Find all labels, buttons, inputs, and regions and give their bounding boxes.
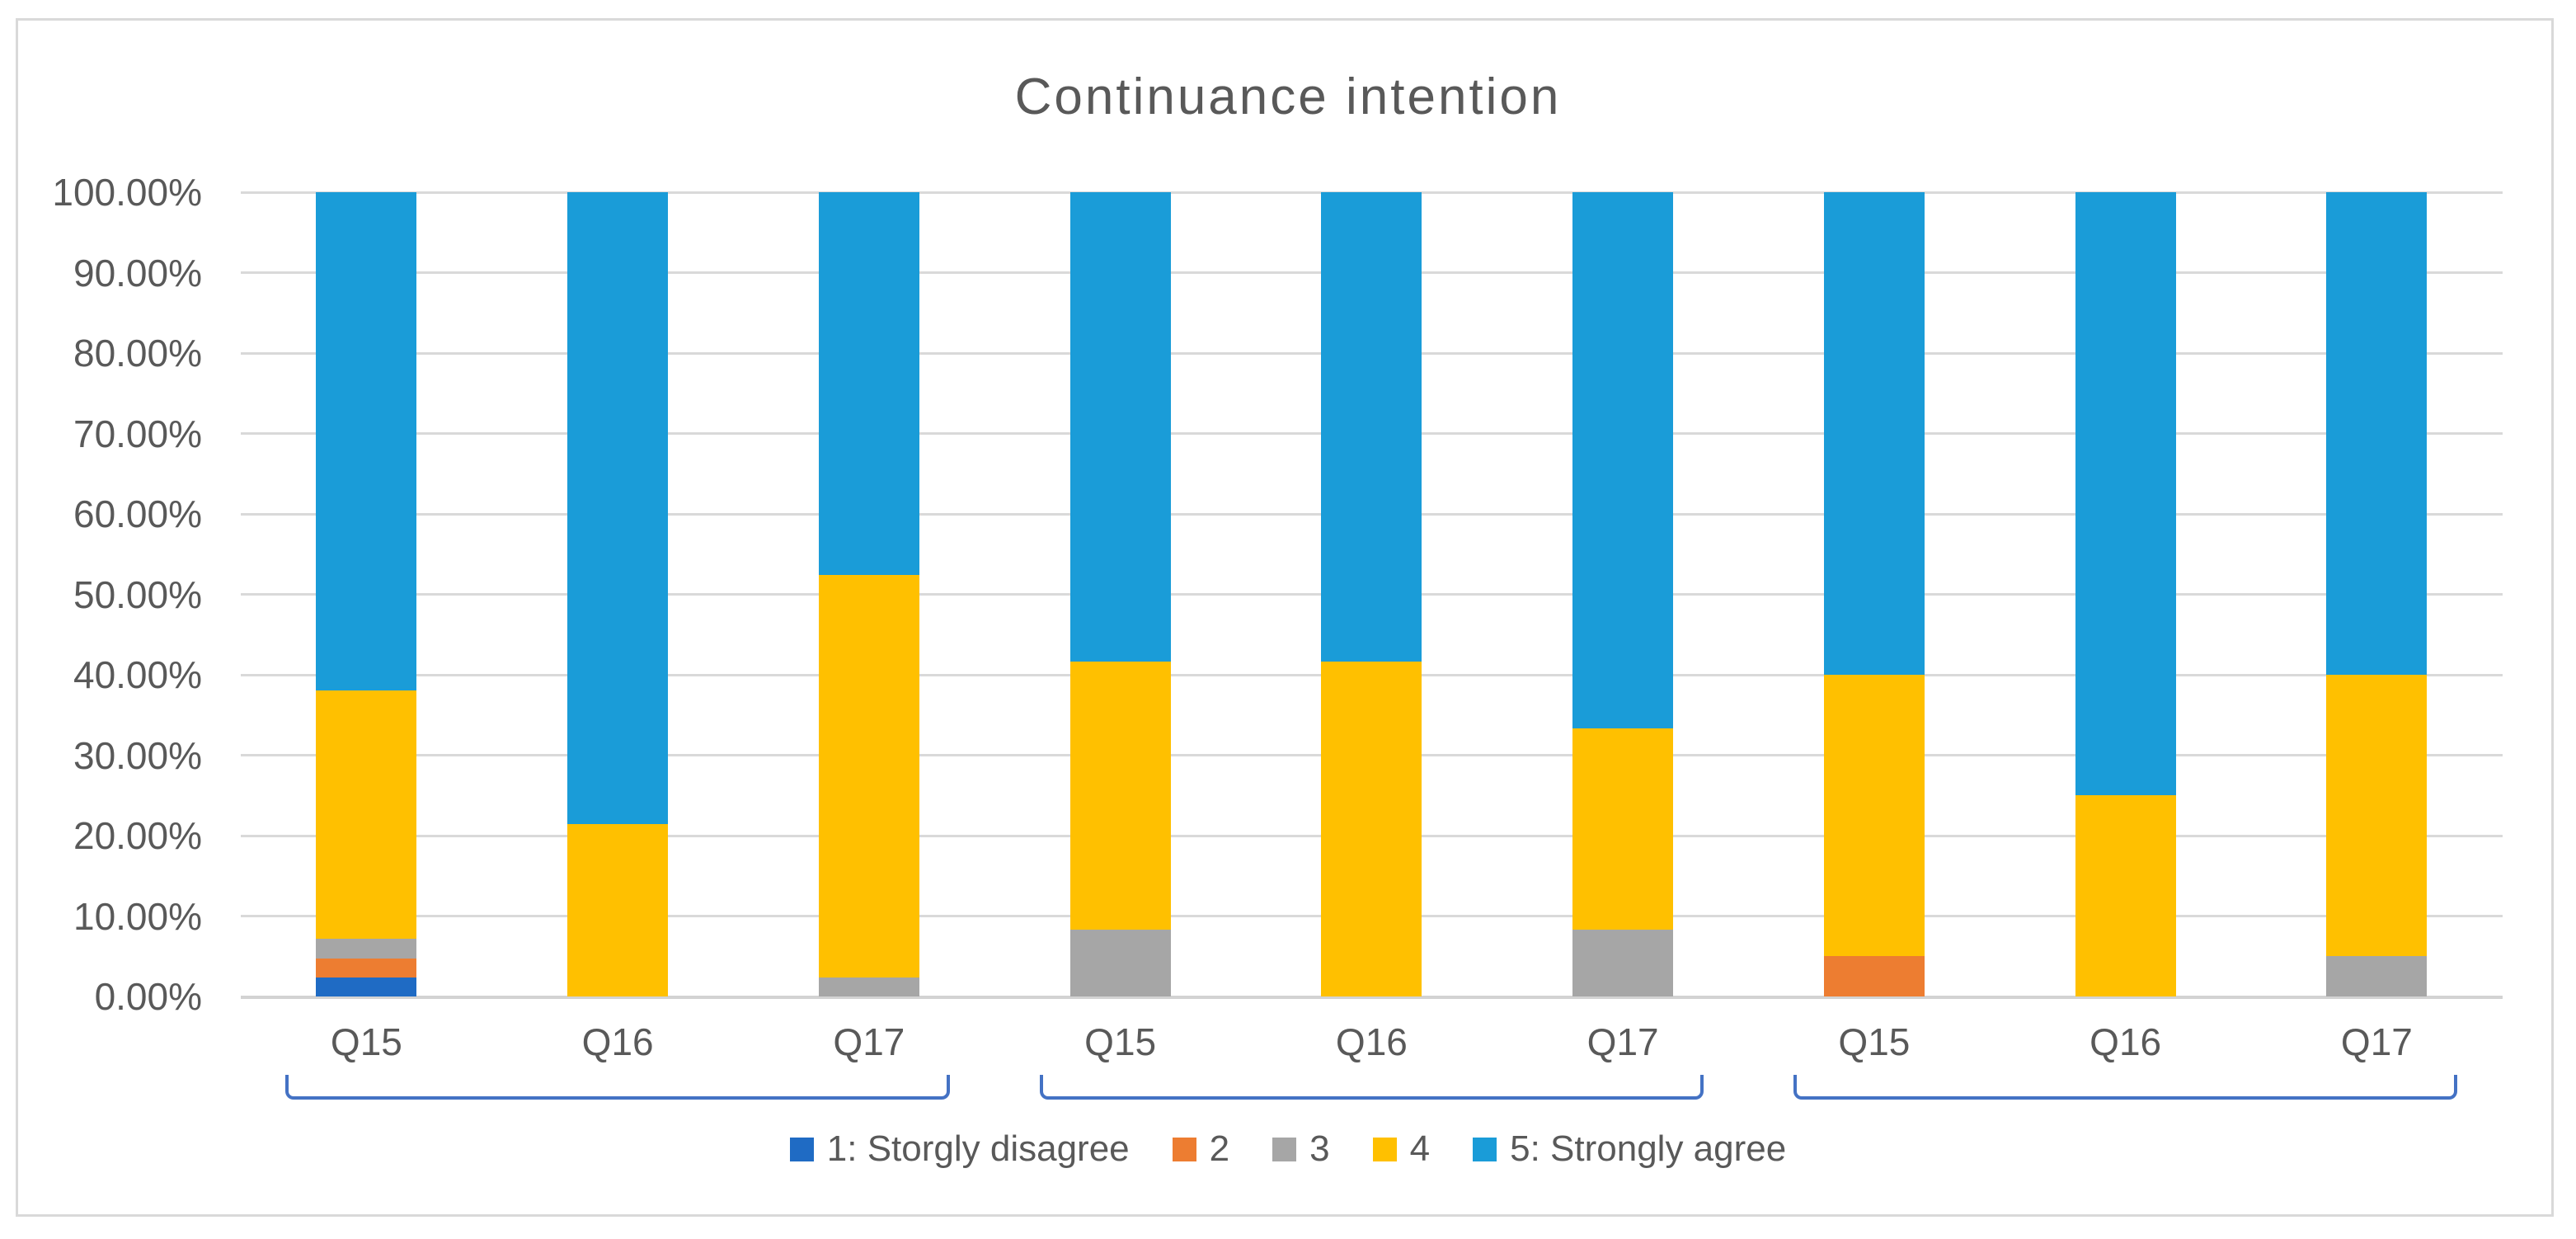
bar-segment (1572, 728, 1674, 930)
x-axis-tick-label: Q16 (1335, 1020, 1408, 1063)
y-axis-tick-label: 100.00% (52, 171, 202, 214)
group-bracket (1039, 1075, 1704, 1100)
bar-segment (818, 575, 919, 978)
bar-segment (1321, 661, 1422, 996)
y-axis-tick-label: 30.00% (73, 733, 202, 777)
y-axis-tick-label: 10.00% (73, 894, 202, 938)
x-axis-tick-label: Q17 (833, 1020, 905, 1063)
legend: 1: Storgly disagree 2 3 4 5: Strongly agree (0, 1128, 2576, 1170)
bar-segment (316, 690, 417, 940)
legend-item: 1: Storgly disagree (789, 1128, 1130, 1170)
legend-label: 3 (1309, 1128, 1330, 1169)
x-axis-tick-label: Q17 (1586, 1020, 1659, 1063)
legend-item: 2 (1172, 1128, 1230, 1170)
bar-segment (1823, 956, 1925, 996)
x-axis-tick-label: Q17 (2340, 1020, 2413, 1063)
x-axis-tick-label: Q15 (1084, 1020, 1157, 1063)
bar-segment (2075, 795, 2176, 996)
bar-segment (1069, 929, 1171, 996)
legend-item: 5: Strongly agree (1473, 1128, 1786, 1170)
legend-item: 4 (1372, 1128, 1431, 1170)
legend-swatch-icon (1372, 1137, 1397, 1161)
bar-segment (2075, 192, 2176, 796)
x-axis-tick-label: Q15 (330, 1020, 402, 1063)
group-bracket (285, 1075, 950, 1100)
legend-swatch-icon (1172, 1137, 1196, 1161)
chart-title: Continuance intention (1014, 68, 1562, 125)
bar-segment (1823, 192, 1925, 675)
bar-segment (567, 824, 669, 996)
legend-swatch-icon (789, 1137, 814, 1161)
legend-label: 5: Strongly agree (1510, 1128, 1787, 1169)
bar-segment (818, 192, 919, 576)
bar-segment (2326, 675, 2428, 957)
y-axis-tick-label: 20.00% (73, 814, 202, 857)
y-axis-tick-label: 50.00% (73, 572, 202, 616)
bar-segment (1572, 929, 1674, 996)
legend-label: 4 (1409, 1128, 1431, 1169)
y-axis-tick-label: 70.00% (73, 412, 202, 455)
legend-item: 3 (1272, 1128, 1330, 1170)
x-axis-line (241, 995, 2503, 999)
bar-segment (567, 192, 669, 825)
bar-segment (316, 958, 417, 978)
x-axis-tick-label: Q16 (2089, 1020, 2162, 1063)
legend-label: 2 (1209, 1128, 1230, 1169)
y-axis-tick-label: 0.00% (94, 975, 202, 1018)
legend-label: 1: Storgly disagree (826, 1128, 1130, 1169)
x-axis-tick-label: Q15 (1838, 1020, 1911, 1063)
y-axis-tick-label: 90.00% (73, 251, 202, 294)
bar-segment (1572, 192, 1674, 729)
y-axis-tick-label: 60.00% (73, 492, 202, 535)
legend-swatch-icon (1473, 1137, 1497, 1161)
group-bracket (1793, 1075, 2458, 1100)
x-axis-tick-label: Q16 (581, 1020, 654, 1063)
bar-segment (1823, 675, 1925, 957)
bar-segment (2326, 956, 2428, 996)
y-axis-tick-label: 80.00% (73, 332, 202, 375)
y-axis-tick-label: 40.00% (73, 653, 202, 696)
bar-segment (316, 939, 417, 959)
bar-segment (2326, 192, 2428, 675)
bar-segment (1069, 661, 1171, 930)
bar-segment (316, 192, 417, 690)
bar-segment (316, 977, 417, 996)
bar-segment (1321, 192, 1422, 662)
bar-segment (1069, 192, 1171, 662)
bar-segment (818, 977, 919, 996)
legend-swatch-icon (1272, 1137, 1297, 1161)
